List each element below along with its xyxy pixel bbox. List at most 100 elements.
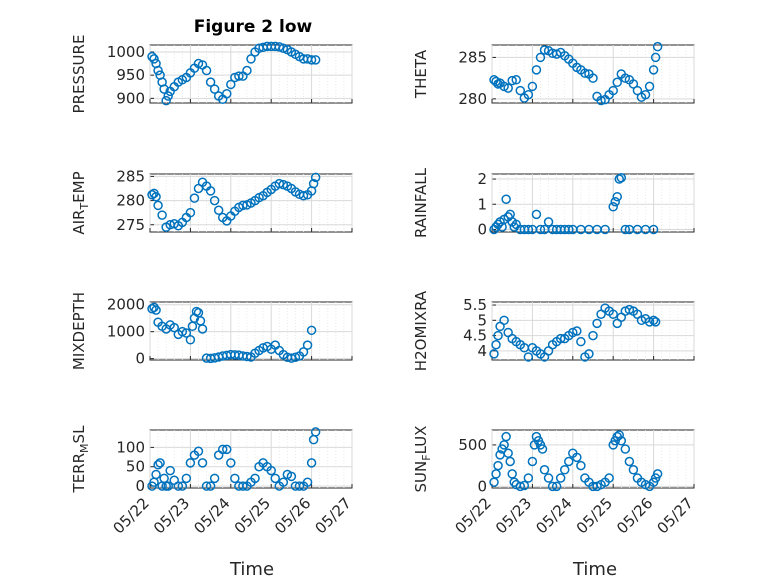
data-point (286, 471, 297, 482)
y-tick-label: 900 (116, 89, 145, 107)
x-axis-label-left: Time (229, 559, 274, 580)
data-point (588, 73, 598, 83)
data-point (226, 458, 236, 468)
data-point (543, 473, 554, 483)
y-axis-label: MIXDEPTH (70, 292, 88, 370)
data-point (650, 317, 661, 327)
data-point (209, 84, 220, 94)
y-tick-label: 4 (477, 342, 487, 360)
data-point (193, 446, 204, 457)
data-point (242, 65, 252, 76)
data-point (153, 200, 163, 211)
data-point (584, 349, 594, 359)
data-point (149, 54, 159, 64)
data-point (310, 427, 321, 437)
y-tick-label: 0 (477, 477, 487, 495)
subplot-theta: 280 285 THETA (412, 41, 695, 108)
data-point (491, 339, 501, 350)
data-point (169, 322, 179, 333)
data-point (650, 52, 661, 63)
data-point (572, 326, 582, 336)
data-point (572, 452, 582, 463)
data-point (153, 65, 163, 76)
subplot-rainfall: 0 1 2 RAINFALL (412, 167, 695, 238)
data-point (302, 340, 313, 350)
y-tick-label: 5.5 (463, 296, 487, 314)
data-point (209, 473, 220, 484)
data-point (555, 473, 566, 483)
data-point (266, 465, 276, 476)
data-point (523, 473, 534, 483)
data-point (501, 194, 511, 204)
data-point (181, 473, 192, 484)
x-tick-label: 05/27 (654, 494, 697, 537)
data-point (493, 460, 503, 471)
data-point (205, 77, 216, 87)
data-point (648, 65, 659, 75)
data-point (624, 456, 635, 467)
y-tick-label: 1000 (107, 323, 145, 341)
subplot-air_temp: 275 280 285 AIRTEMP (70, 167, 353, 235)
data-point (209, 195, 220, 206)
data-point (503, 83, 513, 93)
data-point (499, 315, 509, 326)
data-point (519, 480, 530, 491)
data-point (596, 95, 606, 106)
data-point (523, 89, 534, 100)
data-point (531, 209, 542, 220)
data-point (537, 444, 548, 454)
y-tick-label: 950 (116, 66, 145, 84)
data-point (205, 481, 216, 491)
data-point (159, 84, 169, 94)
data-point (612, 77, 622, 88)
y-axis-label: THETA (412, 49, 430, 99)
data-point (535, 52, 546, 63)
data-point (217, 444, 228, 455)
data-point (163, 91, 173, 101)
y-tick-label: 285 (458, 48, 487, 66)
data-point (222, 88, 232, 99)
data-point (648, 315, 659, 326)
data-point (489, 349, 499, 359)
x-tick-label: 05/26 (613, 494, 656, 537)
data-point (306, 55, 317, 65)
data-point (612, 191, 622, 202)
y-tick-label: 285 (116, 167, 145, 185)
y-tick-label: 2000 (107, 296, 145, 314)
data-point (230, 473, 240, 484)
data-point (527, 81, 538, 92)
data-point (539, 45, 550, 55)
data-point (604, 473, 614, 483)
y-tick-label: 4.5 (463, 327, 487, 345)
data-point (652, 469, 663, 479)
data-point (185, 335, 196, 345)
y-tick-label: 280 (458, 90, 487, 108)
data-point (614, 430, 625, 440)
data-point (610, 196, 620, 207)
data-point (302, 477, 313, 487)
data-point (310, 172, 321, 183)
x-tick-label: 05/23 (492, 494, 535, 537)
data-point (222, 444, 232, 455)
data-point (201, 65, 212, 76)
x-tick-label: 05/25 (231, 494, 274, 537)
data-point (177, 326, 188, 337)
data-point (620, 224, 631, 235)
data-point (614, 174, 625, 184)
data-point (616, 436, 627, 446)
data-point (648, 224, 659, 235)
y-tick-label: 50 (126, 458, 145, 476)
data-point (149, 302, 159, 313)
data-point (177, 481, 188, 491)
data-point (181, 328, 192, 338)
data-point (213, 205, 224, 215)
axes-frame (149, 301, 353, 361)
data-point (163, 481, 173, 491)
y-tick-label: 5 (477, 311, 487, 329)
data-point (270, 473, 280, 484)
y-axis-label: PRESSURE (70, 35, 88, 114)
data-point (193, 58, 204, 69)
y-tick-label: 0 (135, 477, 145, 495)
data-point (616, 173, 627, 183)
